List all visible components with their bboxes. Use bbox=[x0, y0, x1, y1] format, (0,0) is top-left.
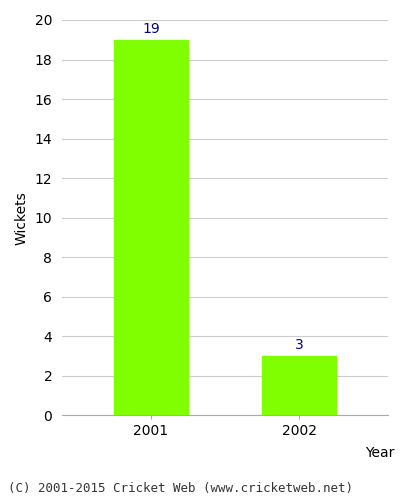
Text: 3: 3 bbox=[295, 338, 304, 352]
Bar bbox=[262, 356, 336, 416]
Bar bbox=[114, 40, 188, 416]
Text: Year: Year bbox=[366, 446, 395, 460]
Text: (C) 2001-2015 Cricket Web (www.cricketweb.net): (C) 2001-2015 Cricket Web (www.cricketwe… bbox=[8, 482, 353, 495]
Y-axis label: Wickets: Wickets bbox=[15, 191, 29, 244]
Text: 19: 19 bbox=[142, 22, 160, 36]
